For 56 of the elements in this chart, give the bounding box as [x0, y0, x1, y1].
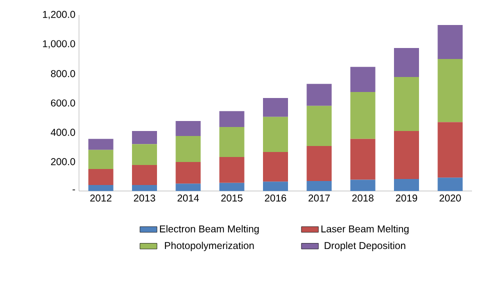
bar: [88, 169, 114, 185]
y-tick-label: -: [72, 189, 76, 190]
x-tick-label: 2014: [178, 194, 199, 202]
bar: [176, 162, 201, 184]
y-tick-label: 1,000.0: [43, 40, 76, 48]
bar: [394, 178, 419, 191]
bar: [394, 77, 419, 132]
bar: [88, 138, 114, 150]
y-tick-label: 1,200.0: [43, 10, 76, 20]
bar: [88, 150, 114, 169]
x-tick-label: 2018: [352, 194, 374, 202]
x-tick-label: 2015: [221, 194, 242, 202]
bar: [132, 184, 157, 191]
bar: [263, 182, 288, 191]
bar: [132, 165, 157, 185]
x-tick-label: 2020: [440, 194, 461, 202]
bar: [438, 178, 463, 191]
bar: [306, 106, 332, 146]
bar: [394, 48, 419, 78]
bar: [438, 24, 463, 59]
bar: [219, 127, 244, 157]
legend-label: Droplet Deposition: [324, 242, 406, 252]
bar: [306, 84, 332, 106]
bar: [350, 180, 376, 191]
y-tick-label: 600.0: [51, 99, 76, 107]
bar: [263, 98, 288, 117]
bar: [394, 131, 419, 179]
bar: [88, 184, 114, 191]
x-tick-label: 2013: [134, 194, 156, 202]
bar: [350, 92, 376, 139]
legend-label: Photopolymerization: [164, 242, 254, 252]
bar: [176, 121, 201, 136]
bar: [306, 146, 332, 182]
legend-label: Electron Beam Melting: [160, 225, 259, 234]
bar: [263, 116, 288, 152]
bar: [219, 182, 244, 191]
bar: [176, 136, 201, 162]
bar: [306, 181, 332, 191]
bar: [350, 66, 376, 92]
y-tick-label: 800.0: [50, 70, 76, 78]
bar: [132, 144, 157, 166]
bar: [219, 156, 244, 183]
legend-label: Laser Beam Melting: [321, 225, 409, 234]
x-tick-label: 2016: [264, 194, 286, 202]
y-tick-label: 400.0: [50, 128, 76, 136]
bar: [350, 138, 376, 180]
bar: [132, 131, 157, 144]
x-tick-label: 2019: [396, 194, 418, 202]
y-tick-label: 200.0: [51, 158, 76, 166]
bar: [263, 152, 288, 182]
bar: [219, 111, 244, 128]
x-tick-label: 2017: [308, 194, 330, 202]
x-tick-label: 2012: [90, 194, 112, 202]
bar: [176, 184, 201, 191]
bar: [438, 59, 463, 122]
bar: [438, 122, 463, 178]
